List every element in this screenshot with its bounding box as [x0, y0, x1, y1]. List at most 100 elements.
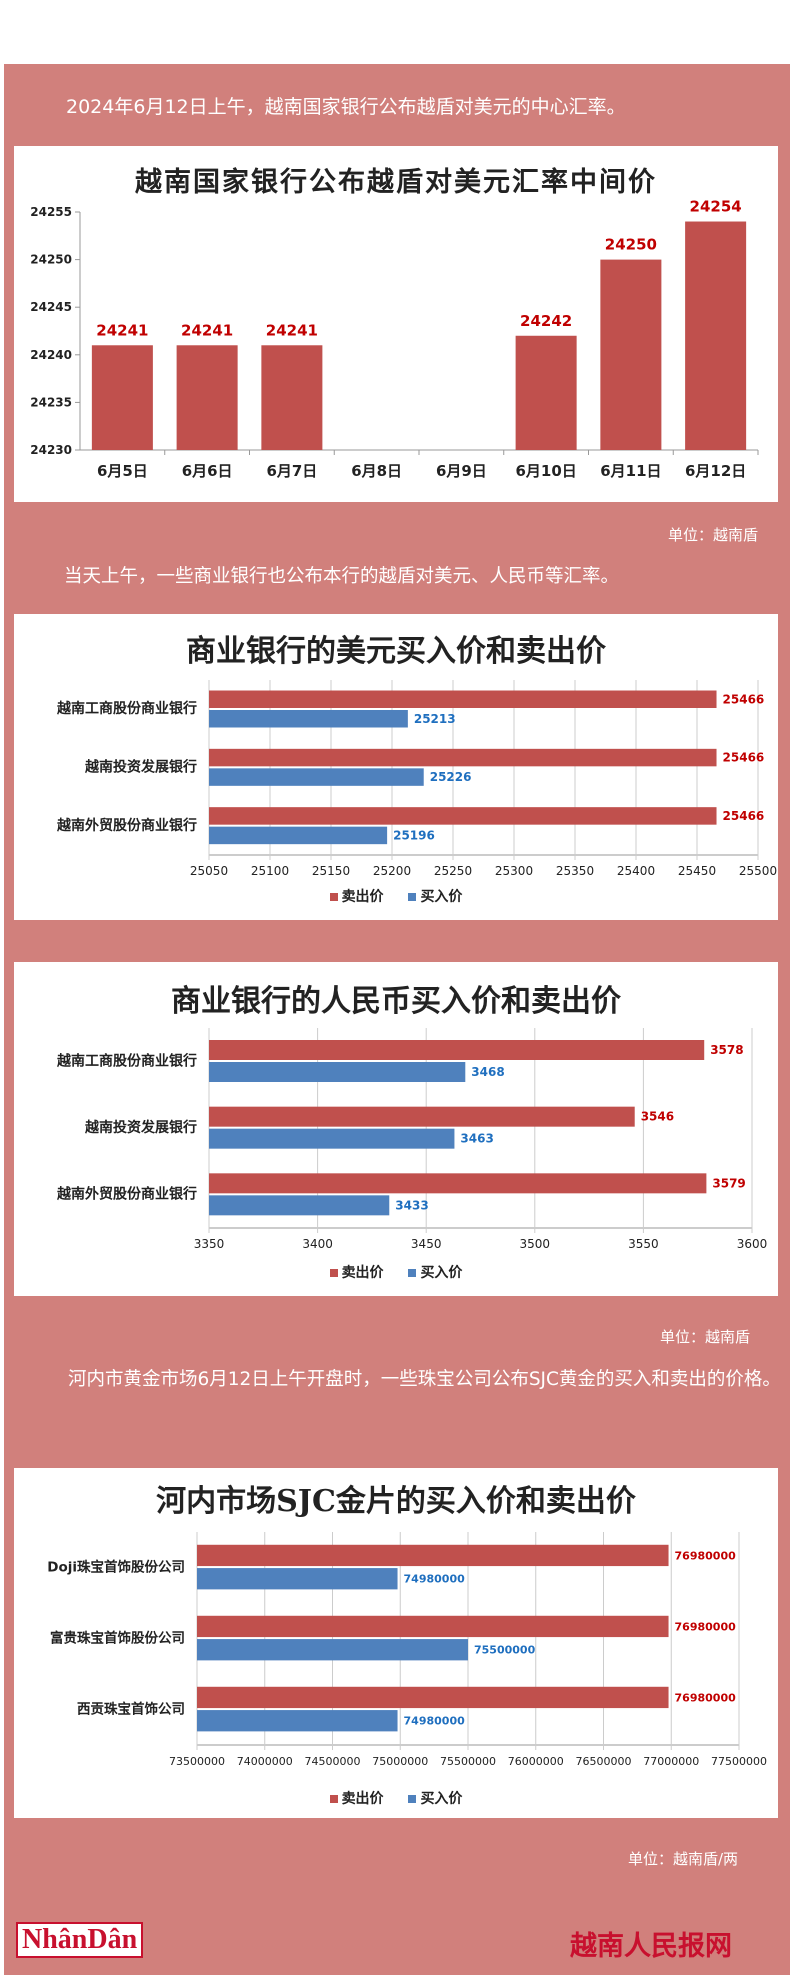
y-tick-label: 24240: [30, 348, 72, 362]
buy-value-label: 3433: [395, 1198, 428, 1212]
data-label: 24241: [181, 321, 233, 339]
sell-bar: [209, 1106, 635, 1127]
buy-bar: [209, 710, 408, 728]
legend-buy: 买入价: [420, 1265, 463, 1281]
x-tick-label: 74500000: [305, 1755, 361, 1768]
y-tick-label: 24250: [30, 253, 72, 267]
bar: [176, 345, 238, 450]
legend-buy: 买入价: [420, 1791, 463, 1807]
legend-buy: 买入价: [420, 889, 463, 905]
unit-label-2: 单位：越南盾: [660, 1328, 751, 1346]
buy-bar: [209, 1128, 455, 1149]
buy-value-label: 25213: [414, 712, 456, 726]
chart-title: 越南国家银行公布越盾对美元汇率中间价: [135, 167, 657, 198]
sell-value-label: 3578: [710, 1043, 743, 1057]
x-tick-label: 3350: [194, 1237, 225, 1251]
x-tick-label: 25200: [373, 864, 411, 878]
x-tick-label: 25300: [495, 864, 533, 878]
x-tick-label: 3550: [628, 1237, 659, 1251]
sell-value-label: 25466: [723, 692, 765, 706]
x-tick-label: 25050: [190, 864, 228, 878]
chart-panel-cny: 商业银行的人民币买入价和卖出价 3350 3400 3450 3500 3550 3600…: [14, 962, 778, 1296]
buy-bar: [209, 1062, 466, 1082]
category-label: 越南外贸股份商业银行: [56, 817, 197, 834]
site-name[interactable]: 越南人民报网: [570, 1931, 732, 1962]
category-label: 越南工商股份商业银行: [56, 700, 197, 717]
x-tick-label: 6月8日: [351, 462, 402, 480]
x-tick-label: 25100: [251, 864, 289, 878]
sell-bar: [209, 690, 717, 708]
chart-title: 商业银行的美元买入价和卖出价: [186, 634, 606, 669]
sell-value-label: 3546: [641, 1110, 674, 1124]
x-tick-label: 3600: [737, 1237, 768, 1251]
category-label: 西贡珠宝首饰公司: [77, 1701, 185, 1718]
bar: [261, 345, 323, 450]
sjc-gold-bar-chart: 73500000 74000000 74500000 75000000 75500000…: [47, 1532, 767, 1768]
chart-panel-sjc-gold: 河内市场SJC金片的买入价和卖出价 73500000 74000000 745000…: [14, 1468, 778, 1818]
x-tick-label: 6月7日: [266, 462, 317, 480]
intro-text-2: 当天上午，一些商业银行也公布本行的越盾对美元、人民币等汇率。: [64, 566, 620, 587]
sell-value-label: 76980000: [675, 1691, 737, 1704]
x-tick-label: 76500000: [576, 1755, 632, 1768]
x-tick-label: 6月10日: [515, 462, 576, 480]
y-tick-label: 24230: [30, 443, 72, 457]
data-label: 24254: [690, 198, 742, 216]
x-tick-label: 75000000: [372, 1755, 428, 1768]
bar: [600, 259, 662, 450]
usd-bar-chart: 25050 25100 25150 25200 25250 25300 25350 25400…: [56, 680, 777, 878]
sell-value-label: 25466: [723, 751, 765, 765]
x-tick-label: 3450: [411, 1237, 442, 1251]
x-tick-label: 6月12日: [685, 462, 746, 480]
data-label: 24241: [96, 321, 148, 339]
bar: [685, 221, 747, 450]
buy-value-label: 3468: [471, 1065, 504, 1079]
chart-legend: 卖出价 买入价: [14, 1262, 778, 1282]
x-tick-label: 25500: [739, 864, 777, 878]
x-tick-label: 73500000: [169, 1755, 225, 1768]
buy-value-label: 25196: [393, 828, 435, 842]
x-tick-label: 25400: [617, 864, 655, 878]
nhandan-logo[interactable]: NhânDân: [16, 1922, 144, 1958]
sell-bar: [209, 1040, 705, 1060]
sell-bar: [197, 1686, 669, 1709]
category-label: 越南外贸股份商业银行: [56, 1186, 197, 1203]
intro-text-3: 河内市黄金市场6月12日上午开盘时，一些珠宝公司公布SJC黄金的买入和卖出的价格…: [68, 1369, 781, 1390]
sell-value-label: 76980000: [675, 1620, 737, 1633]
data-label: 24250: [605, 236, 657, 254]
sell-bar: [197, 1615, 669, 1638]
x-tick-label: 77000000: [643, 1755, 699, 1768]
category-label: 越南工商股份商业银行: [56, 1052, 197, 1069]
sell-bar: [209, 807, 717, 825]
x-tick-label: 25350: [556, 864, 594, 878]
logo-text: NhânDân: [22, 1924, 138, 1955]
data-label: 24241: [266, 321, 318, 339]
x-tick-label: 25150: [312, 864, 350, 878]
y-tick-label: 24235: [30, 395, 72, 409]
category-label: Doji珠宝首饰股份公司: [47, 1559, 185, 1576]
x-tick-label: 76000000: [508, 1755, 564, 1768]
buy-value-label: 74980000: [404, 1573, 466, 1586]
bar: [91, 345, 153, 450]
unit-label-1: 单位：越南盾: [668, 526, 759, 544]
x-tick-label: 6月5日: [97, 462, 148, 480]
category-label: 富贵珠宝首饰股份公司: [50, 1630, 185, 1647]
chart-legend: 卖出价 买入价: [14, 886, 778, 906]
y-tick-label: 24245: [30, 300, 72, 314]
x-tick-label: 6月9日: [436, 462, 487, 480]
sell-value-label: 25466: [723, 809, 765, 823]
category-label: 越南投资发展银行: [84, 759, 197, 776]
buy-bar: [197, 1568, 398, 1590]
buy-bar: [209, 768, 424, 786]
buy-value-label: 74980000: [404, 1715, 466, 1728]
x-tick-label: 3500: [520, 1237, 551, 1251]
x-tick-label: 6月11日: [600, 462, 661, 480]
buy-bar: [197, 1710, 398, 1732]
buy-value-label: 25226: [430, 770, 472, 784]
chart-panel-usd: 商业银行的美元买入价和卖出价 25050 25100 25150 25200 25250…: [14, 614, 778, 920]
buy-value-label: 75500000: [474, 1644, 536, 1657]
sell-bar: [209, 748, 717, 767]
buy-bar: [197, 1639, 468, 1661]
buy-bar: [209, 826, 388, 845]
buy-bar: [209, 1195, 390, 1216]
buy-value-label: 3463: [460, 1132, 493, 1146]
